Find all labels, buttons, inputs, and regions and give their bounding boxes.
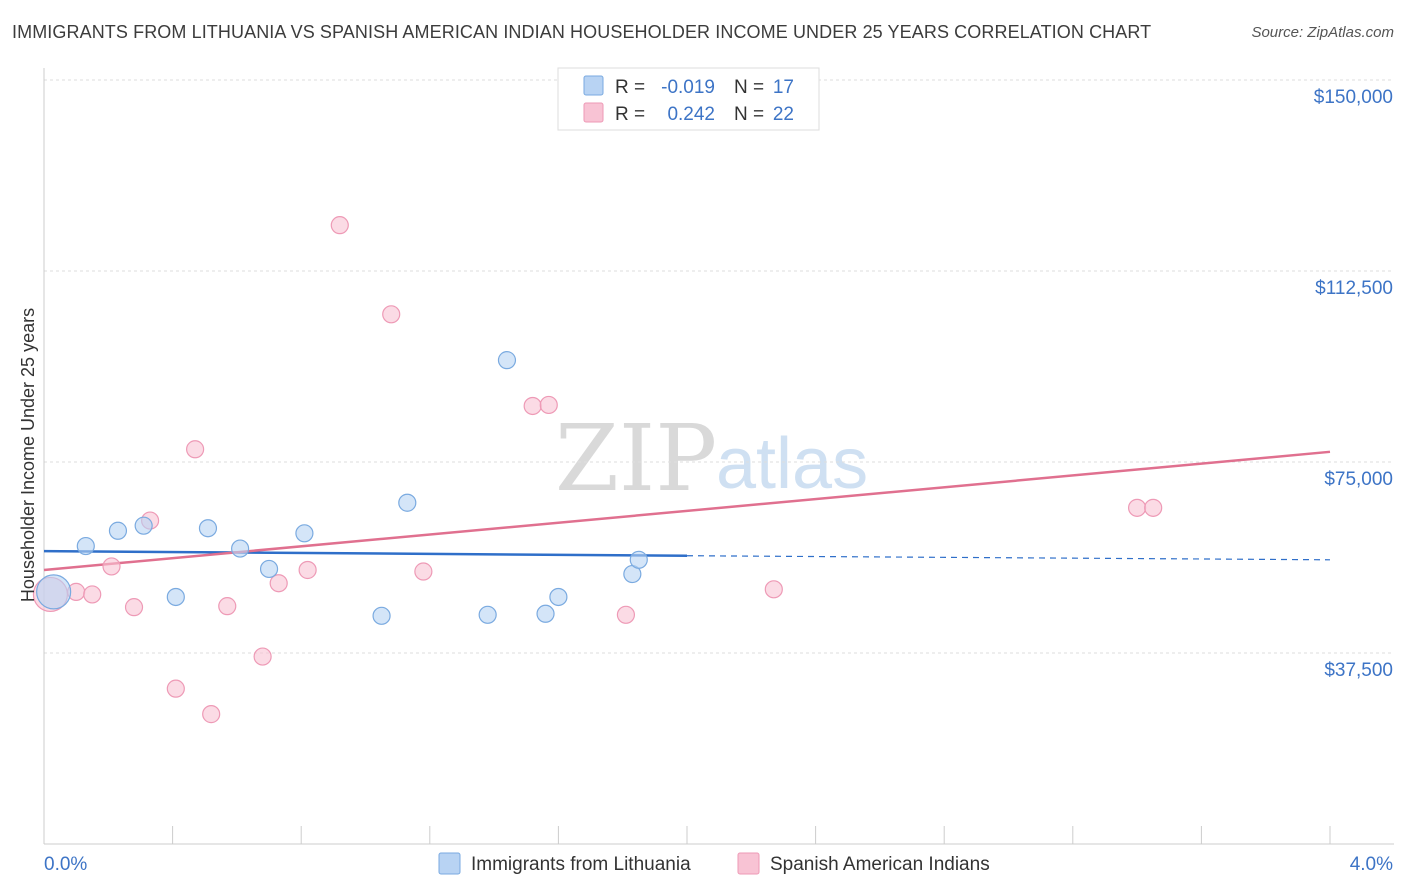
point-pink-9 (218, 597, 237, 616)
trend-line-blue (43, 549, 688, 557)
x-tick-label-1: 4.0% (1350, 854, 1393, 875)
series-legend-swatch-pink (737, 852, 760, 875)
series-legend-label-0: Immigrants from Lithuania (471, 854, 691, 875)
watermark-zip: ZIP (555, 405, 717, 512)
legend-r-value-1: 0.242 (667, 104, 715, 125)
trend-line-blue-projection (686, 555, 1331, 561)
legend-r-label-1: R = (615, 104, 645, 125)
point-blue-14 (549, 587, 568, 607)
point-blue-16 (629, 550, 648, 569)
source-label: Source: ZipAtlas.com (1251, 24, 1394, 41)
point-pink-14 (382, 305, 401, 324)
legend-n-label-1: N = (734, 104, 764, 125)
point-blue-9 (372, 606, 391, 625)
axes (43, 68, 1394, 845)
series-legend-label-1: Spanish American Indians (770, 854, 990, 875)
point-pink-11 (269, 574, 288, 593)
point-pink-6 (166, 679, 185, 698)
point-blue-13 (536, 604, 555, 623)
point-pink-21 (1144, 498, 1163, 517)
point-blue-8 (295, 524, 314, 543)
y-axis-label: Householder Income Under 25 years (18, 308, 38, 602)
gridlines (44, 79, 1394, 654)
legend-r-label-0: R = (615, 77, 645, 98)
point-blue-5 (198, 519, 218, 538)
correlation-legend: R = -0.019 N = 17 R = 0.242 N = 22 (557, 67, 820, 131)
y-tick-label-3: $150,000 (1314, 87, 1393, 108)
point-pink-2 (83, 585, 102, 604)
point-blue-7 (259, 559, 279, 579)
point-pink-7 (186, 440, 205, 459)
point-blue-2 (108, 521, 128, 540)
y-tick-label-0: $37,500 (1324, 660, 1393, 681)
point-pink-19 (764, 580, 783, 599)
legend-r-value-0: -0.019 (661, 77, 715, 98)
point-blue-10 (398, 493, 417, 512)
point-pink-8 (202, 705, 221, 724)
chart-title: IMMIGRANTS FROM LITHUANIA VS SPANISH AME… (12, 22, 1152, 42)
x-tick-label-0: 0.0% (44, 854, 87, 875)
point-pink-3 (102, 557, 121, 576)
point-blue-3 (134, 516, 153, 535)
trend-lines (43, 450, 1331, 572)
point-pink-17 (539, 395, 558, 415)
legend-n-value-1: 22 (773, 104, 794, 125)
legend-n-value-0: 17 (773, 77, 794, 98)
y-tick-label-1: $75,000 (1324, 469, 1393, 490)
point-pink-13 (330, 216, 349, 235)
point-blue-12 (497, 351, 517, 370)
series-legend: Immigrants from Lithuania Spanish Americ… (438, 852, 990, 875)
trend-line-pink (43, 450, 1331, 572)
y-tick-labels: $37,500 $75,000 $112,500 $150,000 (1314, 87, 1393, 681)
legend-swatch-blue (583, 75, 604, 96)
data-points (32, 216, 1163, 724)
point-blue-1 (76, 536, 95, 556)
watermark-atlas: atlas (716, 424, 868, 504)
point-blue-6 (231, 539, 250, 558)
point-blue-11 (478, 605, 497, 624)
legend-swatch-pink (583, 102, 604, 123)
point-pink-20 (1127, 498, 1147, 517)
point-pink-15 (414, 562, 433, 581)
legend-n-label-0: N = (734, 77, 764, 98)
point-pink-16 (523, 396, 542, 416)
point-blue-4 (166, 587, 185, 607)
point-blue-0 (36, 574, 72, 610)
y-tick-label-2: $112,500 (1315, 278, 1393, 299)
point-pink-4 (124, 598, 144, 617)
series-legend-swatch-blue (438, 852, 461, 875)
x-tick-labels: 0.0% 4.0% (44, 854, 1393, 875)
point-pink-18 (616, 605, 636, 624)
point-pink-10 (253, 647, 272, 666)
point-pink-12 (298, 560, 317, 580)
